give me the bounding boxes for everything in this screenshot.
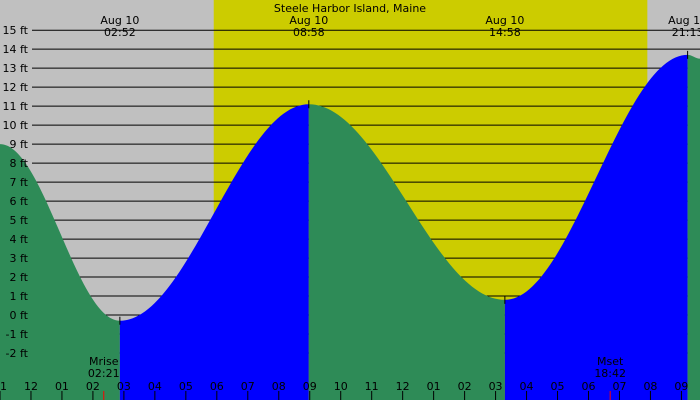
y-tick-label: 6 ft — [10, 195, 29, 208]
moon-event-label: Mrise — [89, 355, 119, 368]
moon-event-time: 02:21 — [88, 367, 120, 380]
y-tick-label: 12 ft — [3, 81, 29, 94]
rising-tide-area — [504, 54, 688, 400]
x-tick-label: 09 — [303, 380, 317, 393]
extreme-date-label: Aug 10 — [289, 14, 328, 27]
extreme-time-label: 14:58 — [489, 26, 521, 39]
chart-title: Steele Harbor Island, Maine — [274, 2, 426, 15]
x-tick-label: 10 — [334, 380, 348, 393]
x-tick-label: 11 — [365, 380, 379, 393]
falling-tide-area — [687, 54, 700, 400]
y-tick-label: -2 ft — [6, 347, 29, 360]
x-tick-label: 03 — [117, 380, 131, 393]
x-tick-label: 06 — [210, 380, 224, 393]
extreme-date-label: Aug 10 — [485, 14, 524, 27]
extreme-date-label: Aug 10 — [668, 14, 700, 27]
x-tick-label: 04 — [148, 380, 162, 393]
x-tick-label: 07 — [241, 380, 255, 393]
y-tick-label: 1 ft — [10, 290, 29, 303]
moon-event-time: 18:42 — [594, 367, 626, 380]
extreme-time-label: 02:52 — [104, 26, 136, 39]
x-tick-label: 08 — [643, 380, 657, 393]
y-tick-label: 15 ft — [3, 24, 29, 37]
y-tick-label: 13 ft — [3, 62, 29, 75]
x-tick-label: 02 — [86, 380, 100, 393]
x-tick-label: 11 — [0, 380, 7, 393]
y-tick-label: 5 ft — [10, 214, 29, 227]
x-tick-label: 05 — [551, 380, 565, 393]
y-tick-label: 0 ft — [10, 309, 29, 322]
x-tick-label: 03 — [489, 380, 503, 393]
extreme-time-label: 21:13 — [672, 26, 700, 39]
falling-tide-area — [0, 144, 120, 400]
x-tick-label: 06 — [581, 380, 595, 393]
x-tick-label: 04 — [520, 380, 534, 393]
y-tick-label: 3 ft — [10, 252, 29, 265]
y-tick-label: 2 ft — [10, 271, 29, 284]
x-tick-label: 09 — [674, 380, 688, 393]
falling-tide-area — [308, 104, 505, 400]
y-tick-label: 10 ft — [3, 119, 29, 132]
x-tick-label: 07 — [612, 380, 626, 393]
y-tick-label: -1 ft — [6, 328, 29, 341]
x-tick-label: 12 — [396, 380, 410, 393]
y-tick-label: 9 ft — [10, 138, 29, 151]
x-tick-label: 12 — [24, 380, 38, 393]
y-tick-label: 7 ft — [10, 176, 29, 189]
x-tick-label: 05 — [179, 380, 193, 393]
x-tick-label: 08 — [272, 380, 286, 393]
extreme-time-label: 08:58 — [293, 26, 325, 39]
x-tick-label: 01 — [427, 380, 441, 393]
rising-tide-area — [119, 104, 309, 400]
y-tick-label: 8 ft — [10, 157, 29, 170]
x-tick-label: 01 — [55, 380, 69, 393]
extreme-date-label: Aug 10 — [100, 14, 139, 27]
y-tick-label: 4 ft — [10, 233, 29, 246]
moon-event-label: Mset — [597, 355, 624, 368]
y-tick-label: 14 ft — [3, 43, 29, 56]
y-tick-label: 11 ft — [3, 100, 29, 113]
x-tick-label: 02 — [458, 380, 472, 393]
